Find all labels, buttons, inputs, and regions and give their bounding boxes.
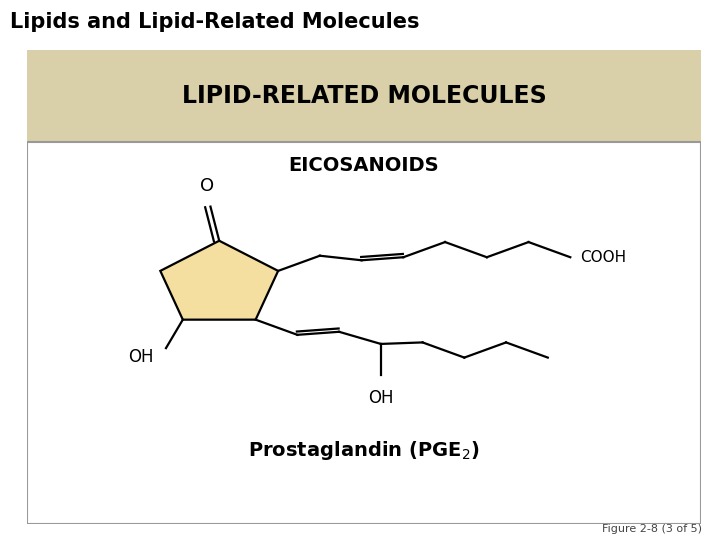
Text: Figure 2-8 (3 of 5): Figure 2-8 (3 of 5) [602, 523, 702, 534]
Text: O: O [200, 177, 214, 195]
Text: OH: OH [127, 348, 153, 366]
Text: EICOSANOIDS: EICOSANOIDS [289, 157, 439, 176]
FancyBboxPatch shape [27, 50, 701, 142]
Text: LIPID-RELATED MOLECULES: LIPID-RELATED MOLECULES [181, 84, 546, 108]
FancyBboxPatch shape [27, 50, 701, 524]
Text: Lipids and Lipid-Related Molecules: Lipids and Lipid-Related Molecules [10, 12, 420, 32]
Text: Prostaglandin (PGE$_2$): Prostaglandin (PGE$_2$) [248, 439, 480, 462]
Polygon shape [161, 241, 278, 320]
Text: OH: OH [368, 389, 394, 407]
Text: COOH: COOH [580, 249, 626, 265]
